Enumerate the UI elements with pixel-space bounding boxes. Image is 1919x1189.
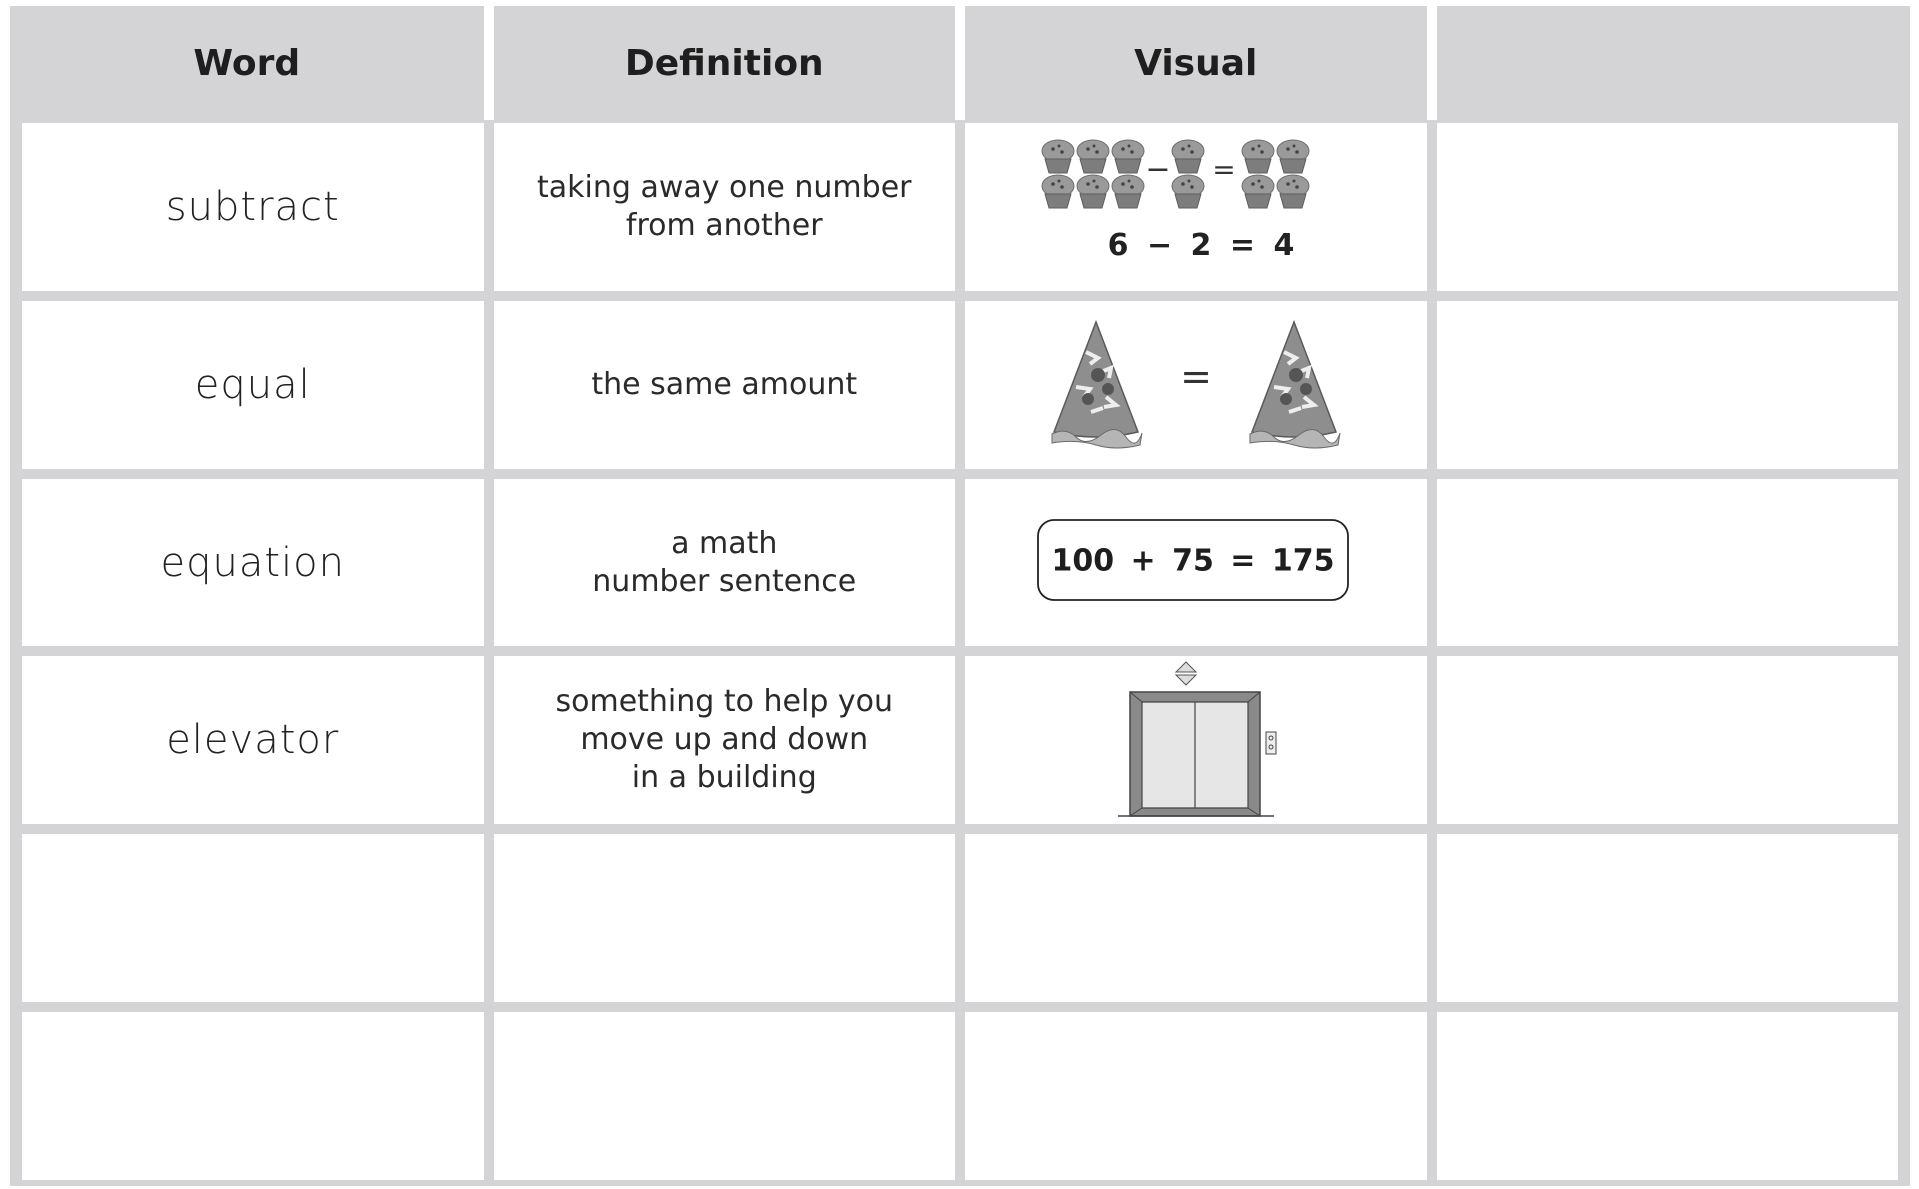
cupcakes-four	[1241, 139, 1310, 209]
visual-cell	[965, 656, 1427, 825]
pizza-slice	[1049, 319, 1144, 450]
header-cell: Definition	[493, 6, 955, 120]
word-cell: subtract	[22, 123, 484, 291]
elevator-visual	[1117, 661, 1277, 817]
visual-cell: 100 + 75 = 175	[965, 478, 1427, 647]
word: equation	[160, 539, 345, 586]
equation-frame	[1036, 518, 1349, 601]
header-row: Word Definition Visual	[10, 6, 1910, 120]
blank-cell	[22, 834, 484, 1003]
definition-line: number sentence	[592, 563, 857, 599]
definition-line: something to help you	[555, 684, 894, 720]
definition-cell: a math number sentence	[493, 478, 955, 647]
blank-cell	[1436, 123, 1898, 291]
word-cell: equation	[22, 478, 484, 647]
blank-cell	[493, 1012, 955, 1180]
pizza-slice	[1247, 319, 1342, 450]
word: subtract	[165, 183, 340, 230]
definition-cell: something to help you move up and down i…	[493, 656, 955, 825]
definition-line: a math	[671, 525, 778, 561]
definition-line: from another	[625, 207, 823, 243]
word-cell: equal	[22, 300, 484, 469]
blank-cell	[1436, 1012, 1898, 1180]
cupcake-visual: − = 6 − 2 = 4	[1041, 139, 1310, 263]
definition-line: in a building	[631, 760, 817, 796]
blank-cell	[493, 834, 955, 1003]
definition-line: move up and down	[580, 722, 869, 758]
blank-cell	[1436, 478, 1898, 647]
blank-cell	[1436, 300, 1898, 469]
word: equal	[194, 361, 311, 408]
word-cell: elevator	[22, 656, 484, 825]
table-body: subtract taking away one number from ano…	[10, 120, 1910, 1186]
word: elevator	[166, 717, 340, 764]
operator: =	[1180, 354, 1212, 398]
definition-cell: taking away one number from another	[493, 123, 955, 291]
cupcakes-two	[1171, 139, 1205, 209]
blank-cell	[965, 834, 1427, 1003]
visual-cell: =	[965, 300, 1427, 469]
visual-cell: − = 6 − 2 = 4	[965, 123, 1427, 291]
definition-cell: the same amount	[493, 300, 955, 469]
equation-box: 100 + 75 = 175	[1036, 518, 1349, 601]
definition-line: the same amount	[591, 366, 858, 402]
blank-cell	[965, 1012, 1427, 1180]
operator: =	[1212, 153, 1235, 186]
vocabulary-table: Word Definition Visual subtract taking a…	[10, 6, 1910, 1186]
blank-cell	[1436, 834, 1898, 1003]
header-cell: Word	[10, 6, 484, 120]
operator: −	[1145, 152, 1170, 187]
equation-caption: 6 − 2 = 4	[1107, 228, 1294, 263]
blank-cell	[1436, 656, 1898, 825]
equation-text: 100 + 75 = 175	[1051, 543, 1334, 578]
definition-line: taking away one number	[537, 169, 912, 205]
pizza-visual: =	[1049, 319, 1342, 450]
header-cell	[1436, 6, 1910, 120]
blank-cell	[22, 1012, 484, 1180]
cupcakes-six	[1041, 139, 1145, 209]
header-cell: Visual	[965, 6, 1427, 120]
